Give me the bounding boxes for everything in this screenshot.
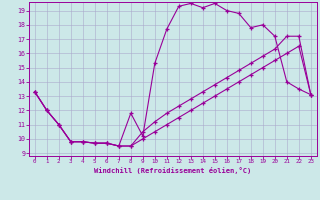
X-axis label: Windchill (Refroidissement éolien,°C): Windchill (Refroidissement éolien,°C) [94, 167, 252, 174]
